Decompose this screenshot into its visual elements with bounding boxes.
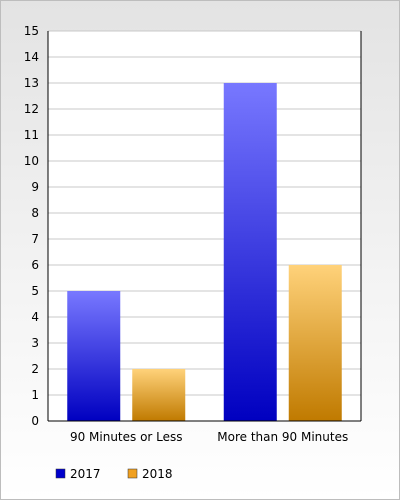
bar-2018-2 [288,265,342,421]
x-category-label: 90 Minutes or Less [70,430,183,444]
bars [67,83,342,421]
y-tick-label: 3 [31,336,39,350]
bar-2017-1 [67,291,121,421]
y-tick-label: 11 [24,128,39,142]
y-tick-label: 8 [31,206,39,220]
x-category-label: More than 90 Minutes [217,430,348,444]
legend: 2017 2018 [55,467,173,481]
legend-label: 2017 [70,467,101,481]
y-tick-label: 15 [24,24,39,38]
y-tick-label: 0 [31,414,39,428]
y-tick-label: 1 [31,388,39,402]
y-tick-label: 6 [31,258,39,272]
legend-label: 2018 [142,467,173,481]
legend-swatch-2018 [127,468,138,479]
x-category-labels: 90 Minutes or Less More than 90 Minutes [70,430,348,444]
y-tick-label: 14 [24,50,39,64]
y-tick-label: 4 [31,310,39,324]
y-tick-label: 10 [24,154,39,168]
y-tick-label: 9 [31,180,39,194]
y-tick-label: 2 [31,362,39,376]
y-tick-label: 5 [31,284,39,298]
y-tick-label: 13 [24,76,39,90]
bar-2018-1 [132,369,186,421]
y-tick-label: 7 [31,232,39,246]
bar-2017-2 [223,83,277,421]
y-tick-label: 12 [24,102,39,116]
legend-swatch-2017 [55,468,66,479]
